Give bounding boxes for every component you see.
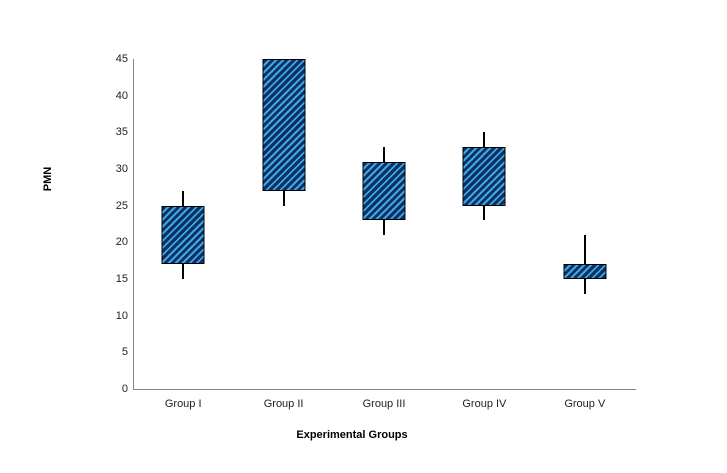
plot-area [133,59,636,390]
y-tick-label: 15 [115,273,128,285]
x-axis-title: Experimental Groups [296,429,408,441]
x-category-label: Group I [164,398,202,410]
y-tick-label: 5 [121,346,128,359]
x-category-label: Group V [564,398,606,410]
y-tick-label: 45 [115,53,128,65]
y-tick-label: 0 [121,383,128,395]
y-tick-label: 20 [115,236,128,249]
x-category-label: Group III [362,398,406,410]
box-group-iv [462,147,506,206]
box-group-i [161,205,205,265]
y-tick-label: 35 [115,126,128,139]
y-tick-label: 10 [115,309,128,322]
x-category-label: Group II [263,398,304,410]
box-group-iii [362,161,406,221]
box-group-ii [262,59,306,191]
y-tick-label: 40 [115,89,128,102]
y-tick-label: 30 [115,163,128,175]
x-category-label: Group IV [462,398,507,410]
box-group-v [563,264,607,279]
y-tick-label: 25 [115,199,128,212]
y-axis-title: PMN [42,166,54,192]
